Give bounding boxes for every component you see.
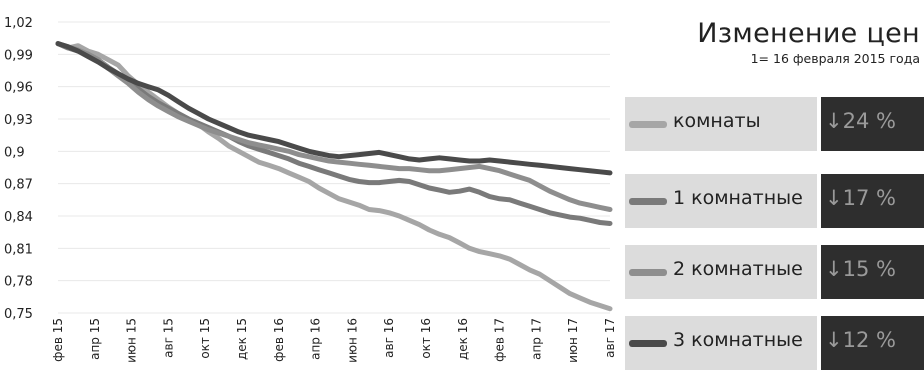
legend-label-box: комнаты — [625, 97, 817, 151]
x-tick-label: дек 16 — [456, 318, 470, 360]
series-lines — [55, 41, 613, 312]
legend-label-box: 2 комнатные — [625, 245, 817, 299]
x-tick-label: апр 15 — [88, 318, 102, 360]
legend-change-box: ↓24 % — [821, 97, 924, 151]
legend-label: 2 комнатные — [673, 258, 803, 280]
legend-item-1-komnatnye: 1 комнатные ↓17 % — [625, 174, 924, 228]
x-tick-label: дек 15 — [235, 318, 249, 360]
x-tick-label: окт 15 — [198, 318, 212, 359]
legend-label-box: 1 комнатные — [625, 174, 817, 228]
legend-item-2-komnatnye: 2 комнатные ↓15 % — [625, 245, 924, 299]
x-axis-ticks: фев 15 апр 15 июн 15 авг 15 окт 15 дек 15 фев … — [51, 318, 617, 363]
legend-label: 1 комнатные — [673, 187, 803, 209]
y-tick-label: 0,9 — [4, 145, 25, 160]
y-axis-ticks: 1,02 0,99 0,96 0,93 0,9 0,87 0,84 0,81 0,78 0,75 — [4, 16, 33, 322]
legend-swatch — [629, 121, 667, 128]
x-tick-label: фев 15 — [51, 318, 65, 362]
y-tick-label: 0,99 — [4, 48, 33, 63]
title-block: Изменение цен 1= 16 февраля 2015 года — [697, 18, 920, 66]
chart-title: Изменение цен — [697, 18, 920, 49]
x-tick-label: авг 17 — [603, 318, 617, 358]
chart-subtitle: 1= 16 февраля 2015 года — [750, 51, 920, 66]
x-tick-label: окт 16 — [419, 318, 433, 359]
legend-item-komnaty: комнаты ↓24 % — [625, 97, 924, 151]
y-tick-label: 0,96 — [4, 81, 33, 96]
legend-label: комнаты — [673, 110, 761, 132]
legend-swatch — [629, 269, 667, 276]
series-line-0 — [55, 41, 613, 312]
y-tick-label: 0,75 — [4, 307, 33, 322]
legend-label-box: 3 комнатные — [625, 316, 817, 370]
y-tick-label: 0,78 — [4, 275, 33, 290]
x-tick-label: июн 15 — [125, 318, 139, 363]
series-line-1 — [55, 41, 613, 226]
y-tick-label: 0,84 — [4, 210, 33, 225]
x-tick-label: апр 17 — [529, 318, 543, 360]
legend-change-box: ↓12 % — [821, 316, 924, 370]
series-line-2 — [55, 41, 613, 212]
x-tick-label: авг 16 — [382, 318, 396, 358]
legend-change: ↓15 % — [825, 257, 896, 281]
legend-label: 3 комнатные — [673, 329, 803, 351]
legend-change-box: ↓17 % — [821, 174, 924, 228]
legend-swatch — [629, 198, 667, 205]
x-tick-label: апр 16 — [309, 318, 323, 360]
legend-change-box: ↓15 % — [821, 245, 924, 299]
legend-swatch — [629, 340, 667, 347]
x-tick-label: авг 15 — [161, 318, 175, 358]
x-tick-label: фев 16 — [272, 318, 286, 362]
legend-change: ↓24 % — [825, 109, 896, 133]
price-change-chart: 1,020,990,960,930,90,870,840,810,780,75 … — [4, 16, 617, 363]
legend-item-3-komnatnye: 3 комнатные ↓12 % — [625, 316, 924, 370]
series-line-3 — [55, 41, 613, 176]
y-tick-label: 0,81 — [4, 242, 33, 257]
x-tick-label: июн 16 — [345, 318, 359, 363]
y-tick-label: 0,87 — [4, 178, 33, 193]
legend-change: ↓12 % — [825, 328, 896, 352]
legend-change: ↓17 % — [825, 186, 896, 210]
y-tick-label: 1,02 — [4, 16, 33, 31]
x-tick-label: июн 17 — [566, 318, 580, 363]
x-tick-label: фев 17 — [493, 318, 507, 362]
y-tick-label: 0,93 — [4, 113, 33, 128]
